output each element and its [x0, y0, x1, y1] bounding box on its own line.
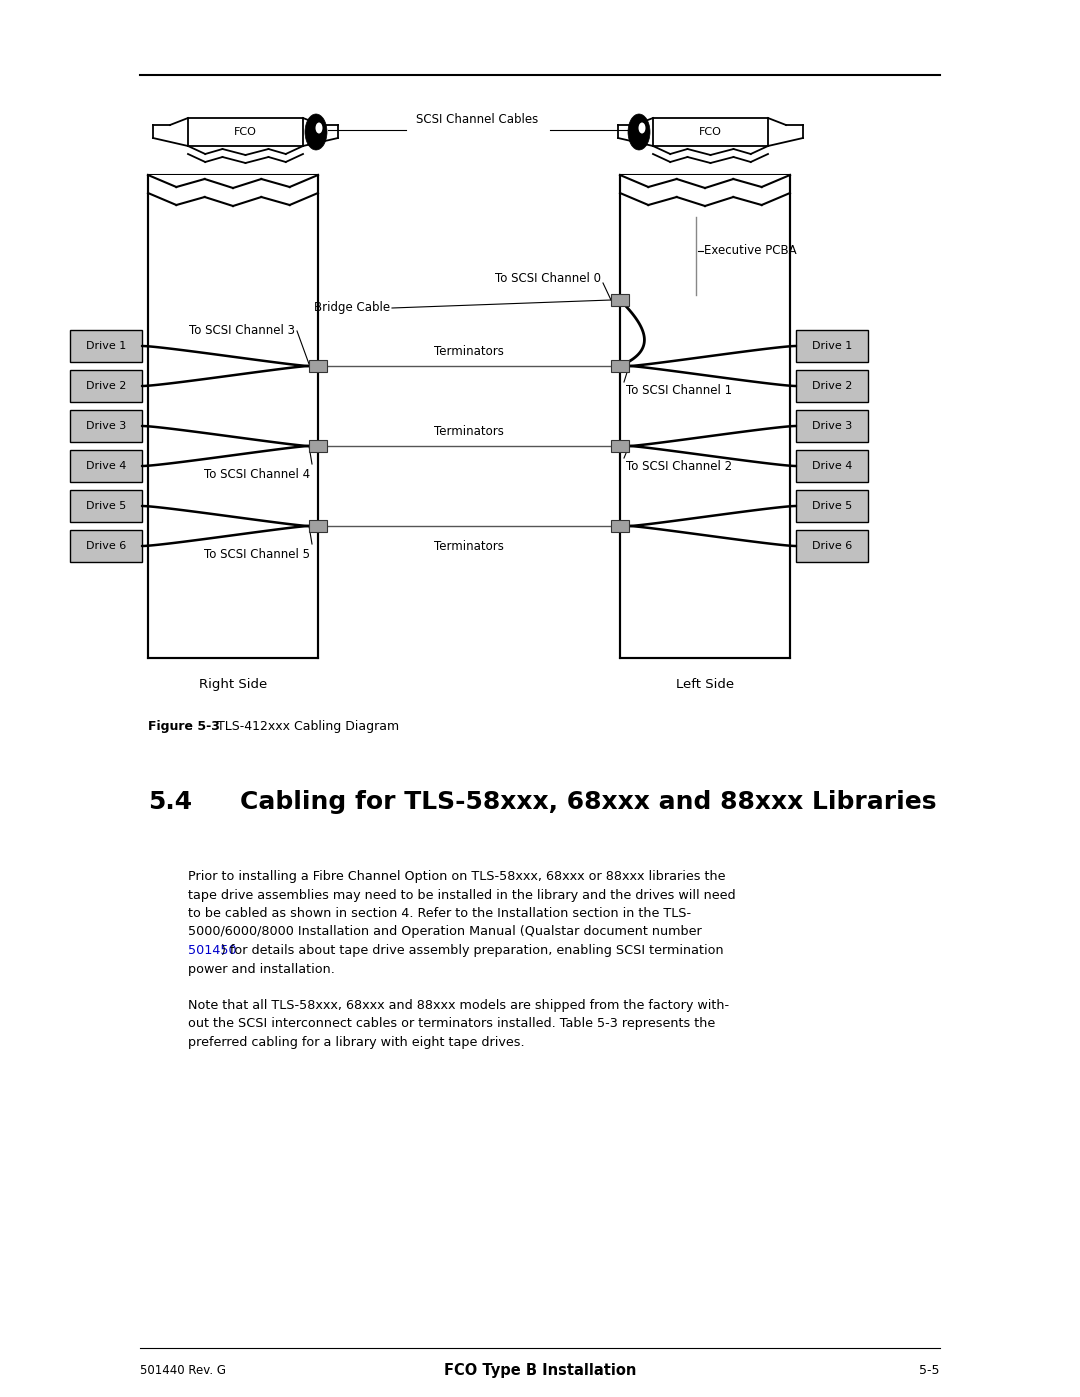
Ellipse shape	[627, 115, 650, 149]
Text: To SCSI Channel 1: To SCSI Channel 1	[626, 384, 732, 397]
Text: Drive 5: Drive 5	[812, 502, 852, 511]
Text: 501440 Rev. G: 501440 Rev. G	[140, 1363, 226, 1376]
Bar	[70, 409, 141, 441]
Bar	[189, 145, 302, 155]
Text: Drive 1: Drive 1	[812, 341, 852, 351]
Text: Drive 4: Drive 4	[812, 461, 852, 471]
Text: Executive PCBA: Executive PCBA	[704, 244, 797, 257]
Text: SCSI Channel Cables: SCSI Channel Cables	[417, 113, 539, 126]
Bar	[309, 360, 327, 372]
Bar	[70, 330, 141, 362]
Bar	[611, 293, 629, 306]
Text: Drive 1: Drive 1	[86, 341, 126, 351]
Text: 501450: 501450	[188, 944, 237, 957]
Text: 5-5: 5-5	[919, 1363, 940, 1376]
Bar	[653, 117, 768, 147]
Text: Terminators: Terminators	[434, 345, 504, 358]
Bar	[309, 520, 327, 532]
Text: Terminators: Terminators	[434, 541, 504, 553]
Text: Left Side: Left Side	[676, 678, 734, 692]
Bar	[70, 529, 141, 562]
Bar	[150, 175, 316, 217]
Text: power and installation.: power and installation.	[188, 963, 335, 975]
Text: Bridge Cable: Bridge Cable	[314, 302, 390, 314]
Text: to be cabled as shown in section 4. Refer to the Installation section in the TLS: to be cabled as shown in section 4. Refe…	[188, 907, 691, 921]
Bar	[611, 360, 629, 372]
Text: preferred cabling for a library with eight tape drives.: preferred cabling for a library with eig…	[188, 1037, 525, 1049]
Text: 5.4: 5.4	[148, 789, 192, 814]
Text: To SCSI Channel 0: To SCSI Channel 0	[495, 271, 600, 285]
Text: Right Side: Right Side	[199, 678, 267, 692]
Text: Drive 5: Drive 5	[86, 502, 126, 511]
Bar	[611, 520, 629, 532]
Text: FCO: FCO	[699, 127, 721, 137]
Text: Prior to installing a Fibre Channel Option on TLS-58xxx, 68xxx or 88xxx librarie: Prior to installing a Fibre Channel Opti…	[188, 870, 726, 883]
Bar	[309, 440, 327, 453]
Text: Drive 6: Drive 6	[86, 541, 126, 550]
Bar	[796, 409, 868, 441]
Ellipse shape	[638, 123, 646, 134]
Text: out the SCSI interconnect cables or terminators installed. Table 5-3 represents : out the SCSI interconnect cables or term…	[188, 1017, 715, 1031]
Text: Drive 3: Drive 3	[86, 420, 126, 432]
Text: Note that all TLS-58xxx, 68xxx and 88xxx models are shipped from the factory wit: Note that all TLS-58xxx, 68xxx and 88xxx…	[188, 999, 729, 1011]
Bar	[70, 490, 141, 522]
Text: Drive 2: Drive 2	[812, 381, 852, 391]
Text: To SCSI Channel 2: To SCSI Channel 2	[626, 460, 732, 474]
Text: Drive 2: Drive 2	[85, 381, 126, 391]
Bar	[70, 370, 141, 402]
Text: To SCSI Channel 5: To SCSI Channel 5	[204, 548, 310, 562]
Bar	[70, 450, 141, 482]
Bar	[796, 490, 868, 522]
Bar	[622, 175, 788, 217]
Text: tape drive assemblies may need to be installed in the library and the drives wil: tape drive assemblies may need to be ins…	[188, 888, 735, 901]
Ellipse shape	[315, 123, 323, 134]
Text: FCO: FCO	[233, 127, 256, 137]
Bar	[611, 440, 629, 453]
Bar	[796, 330, 868, 362]
Text: Drive 4: Drive 4	[85, 461, 126, 471]
Text: To SCSI Channel 4: To SCSI Channel 4	[204, 468, 310, 481]
Text: Drive 3: Drive 3	[812, 420, 852, 432]
Bar	[796, 370, 868, 402]
Text: Cabling for TLS-58xxx, 68xxx and 88xxx Libraries: Cabling for TLS-58xxx, 68xxx and 88xxx L…	[240, 789, 936, 814]
Text: FCO Type B Installation: FCO Type B Installation	[444, 1362, 636, 1377]
Text: Figure 5-3: Figure 5-3	[148, 719, 220, 733]
Text: ) for details about tape drive assembly preparation, enabling SCSI termination: ) for details about tape drive assembly …	[221, 944, 724, 957]
Bar	[796, 529, 868, 562]
Bar	[620, 175, 789, 658]
Bar	[148, 175, 318, 658]
Text: To SCSI Channel 3: To SCSI Channel 3	[189, 324, 295, 338]
Text: Terminators: Terminators	[434, 425, 504, 439]
Text: Drive 6: Drive 6	[812, 541, 852, 550]
Bar	[654, 145, 767, 155]
Bar	[188, 117, 303, 147]
Text: 5000/6000/8000 Installation and Operation Manual (Qualstar document number: 5000/6000/8000 Installation and Operatio…	[188, 925, 702, 939]
Text: TLS-412xxx Cabling Diagram: TLS-412xxx Cabling Diagram	[205, 719, 400, 733]
Ellipse shape	[305, 115, 327, 149]
Bar	[796, 450, 868, 482]
